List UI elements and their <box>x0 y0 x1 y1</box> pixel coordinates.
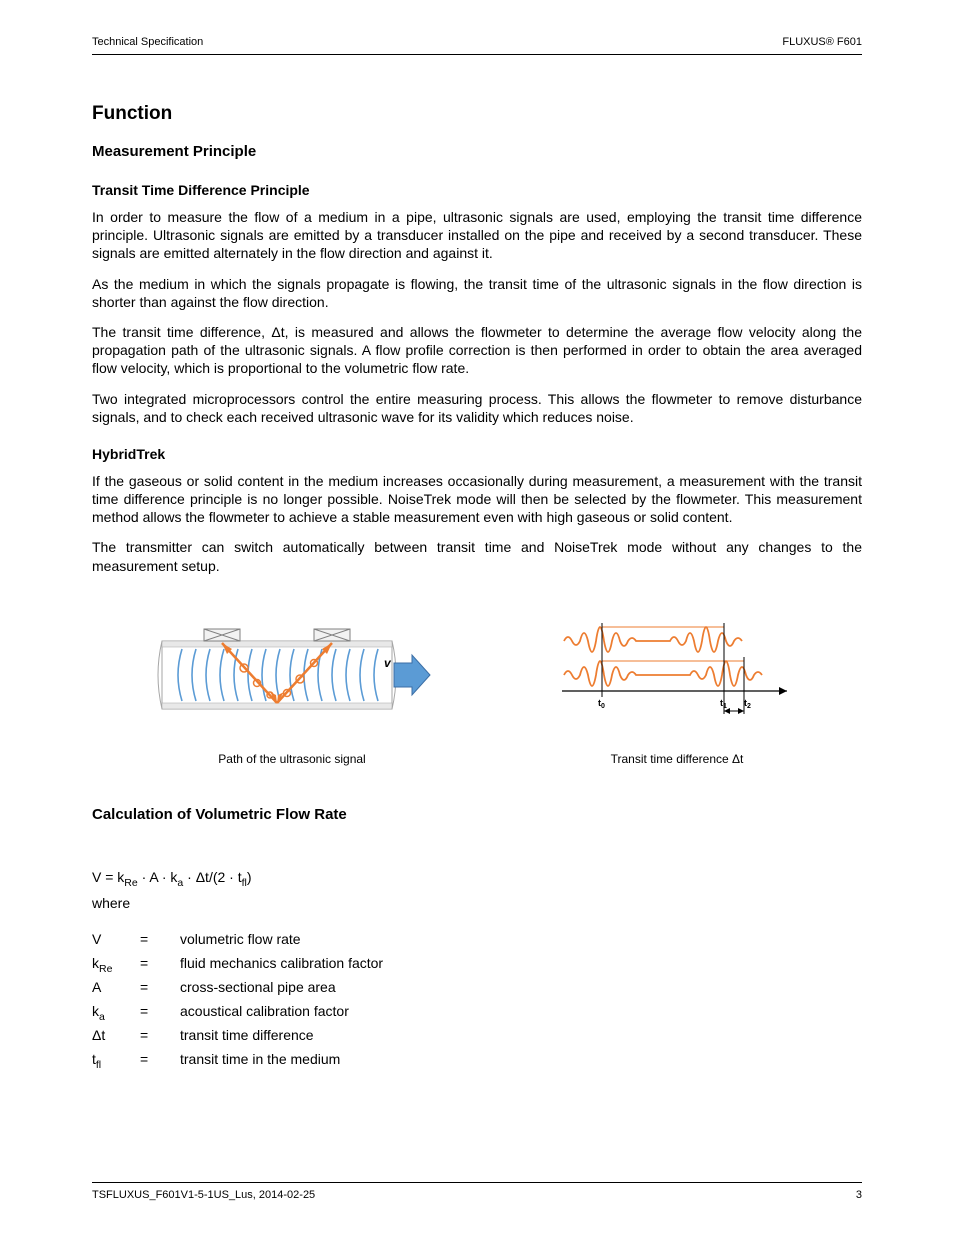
def-row: V = volumetric flow rate <box>92 929 862 953</box>
page-footer: TSFLUXUS_F601V1-5-1US_Lus, 2014-02-25 3 <box>92 1182 862 1201</box>
svg-text:t2: t2 <box>744 698 751 710</box>
where-label: where <box>92 895 862 911</box>
svg-text:t0: t0 <box>598 698 605 710</box>
footer-page-number: 3 <box>856 1189 862 1201</box>
heading-hybridtrek: HybridTrek <box>92 446 862 462</box>
paragraph: The transmitter can switch automatically… <box>92 538 862 574</box>
transit-time-svg: t0 t1 t2 <box>552 613 802 733</box>
figure-caption-2: Transit time difference Δt <box>552 752 802 766</box>
heading-function: Function <box>92 103 862 125</box>
figure-path: v Path of the ultrasonic signal <box>152 613 432 766</box>
heading-transit-time: Transit Time Difference Principle <box>92 182 862 198</box>
figure-transit-time: t0 t1 t2 Transit time difference Δt <box>552 613 802 766</box>
header-left: Technical Specification <box>92 36 203 48</box>
heading-measurement-principle: Measurement Principle <box>92 143 862 160</box>
def-row: Δt = transit time difference <box>92 1025 862 1049</box>
paragraph: The transit time difference, Δt, is meas… <box>92 323 862 378</box>
def-row: kRe = fluid mechanics calibration factor <box>92 953 862 977</box>
paragraph: Two integrated microprocessors control t… <box>92 390 862 426</box>
def-row: tfl = transit time in the medium <box>92 1049 862 1073</box>
heading-calculation: Calculation of Volumetric Flow Rate <box>92 806 862 823</box>
paragraph: As the medium in which the signals propa… <box>92 275 862 311</box>
path-diagram-svg: v <box>152 613 432 733</box>
page-header: Technical Specification FLUXUS® F601 <box>92 36 862 55</box>
header-right: FLUXUS® F601 <box>782 36 862 48</box>
figures-row: v Path of the ultrasonic signal <box>92 613 862 766</box>
def-row: A = cross-sectional pipe area <box>92 977 862 1001</box>
figure-caption-1: Path of the ultrasonic signal <box>152 752 432 766</box>
content: Function Measurement Principle Transit T… <box>92 103 862 1073</box>
def-row: ka = acoustical calibration factor <box>92 1001 862 1025</box>
definitions-list: V = volumetric flow rate kRe = fluid mec… <box>92 929 862 1073</box>
formula: V = kRe · A · ka · Δt/(2 · tfl) <box>92 869 862 889</box>
paragraph: If the gaseous or solid content in the m… <box>92 472 862 527</box>
paragraph: In order to measure the flow of a medium… <box>92 208 862 263</box>
footer-left: TSFLUXUS_F601V1-5-1US_Lus, 2014-02-25 <box>92 1189 315 1201</box>
